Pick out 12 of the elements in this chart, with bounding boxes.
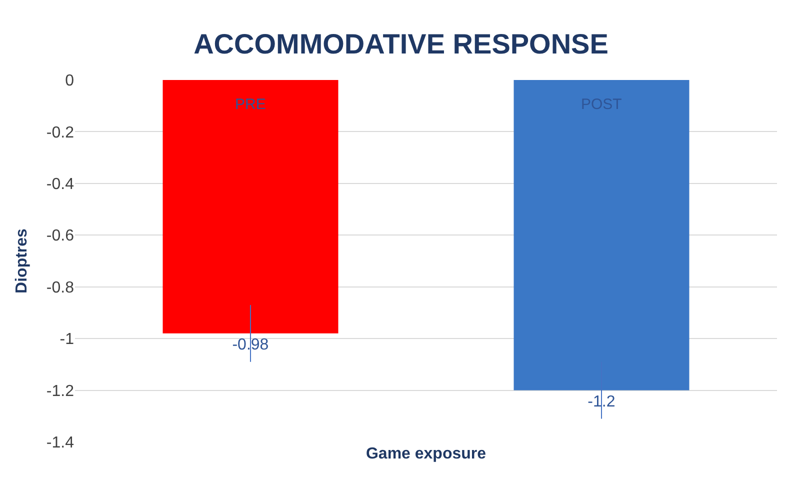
y-tick-label: -0.8 bbox=[46, 279, 74, 296]
y-tick-label: 0 bbox=[65, 72, 74, 90]
y-tick-label: -0.6 bbox=[46, 228, 74, 245]
y-tick-label: -1 bbox=[60, 331, 74, 348]
chart-title: ACCOMMODATIVE RESPONSE bbox=[194, 28, 608, 60]
y-tick-label: -0.2 bbox=[46, 124, 74, 142]
y-tick-label: -1.4 bbox=[46, 434, 74, 452]
x-tick-label: PRE bbox=[235, 96, 266, 113]
y-tick-label: -1.2 bbox=[46, 382, 74, 400]
y-tick-label: -0.4 bbox=[46, 176, 74, 194]
y-axis-title: Dioptres bbox=[13, 228, 30, 294]
x-axis-title: Game exposure bbox=[366, 446, 486, 463]
